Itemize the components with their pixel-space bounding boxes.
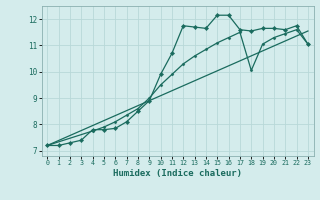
X-axis label: Humidex (Indice chaleur): Humidex (Indice chaleur) bbox=[113, 169, 242, 178]
